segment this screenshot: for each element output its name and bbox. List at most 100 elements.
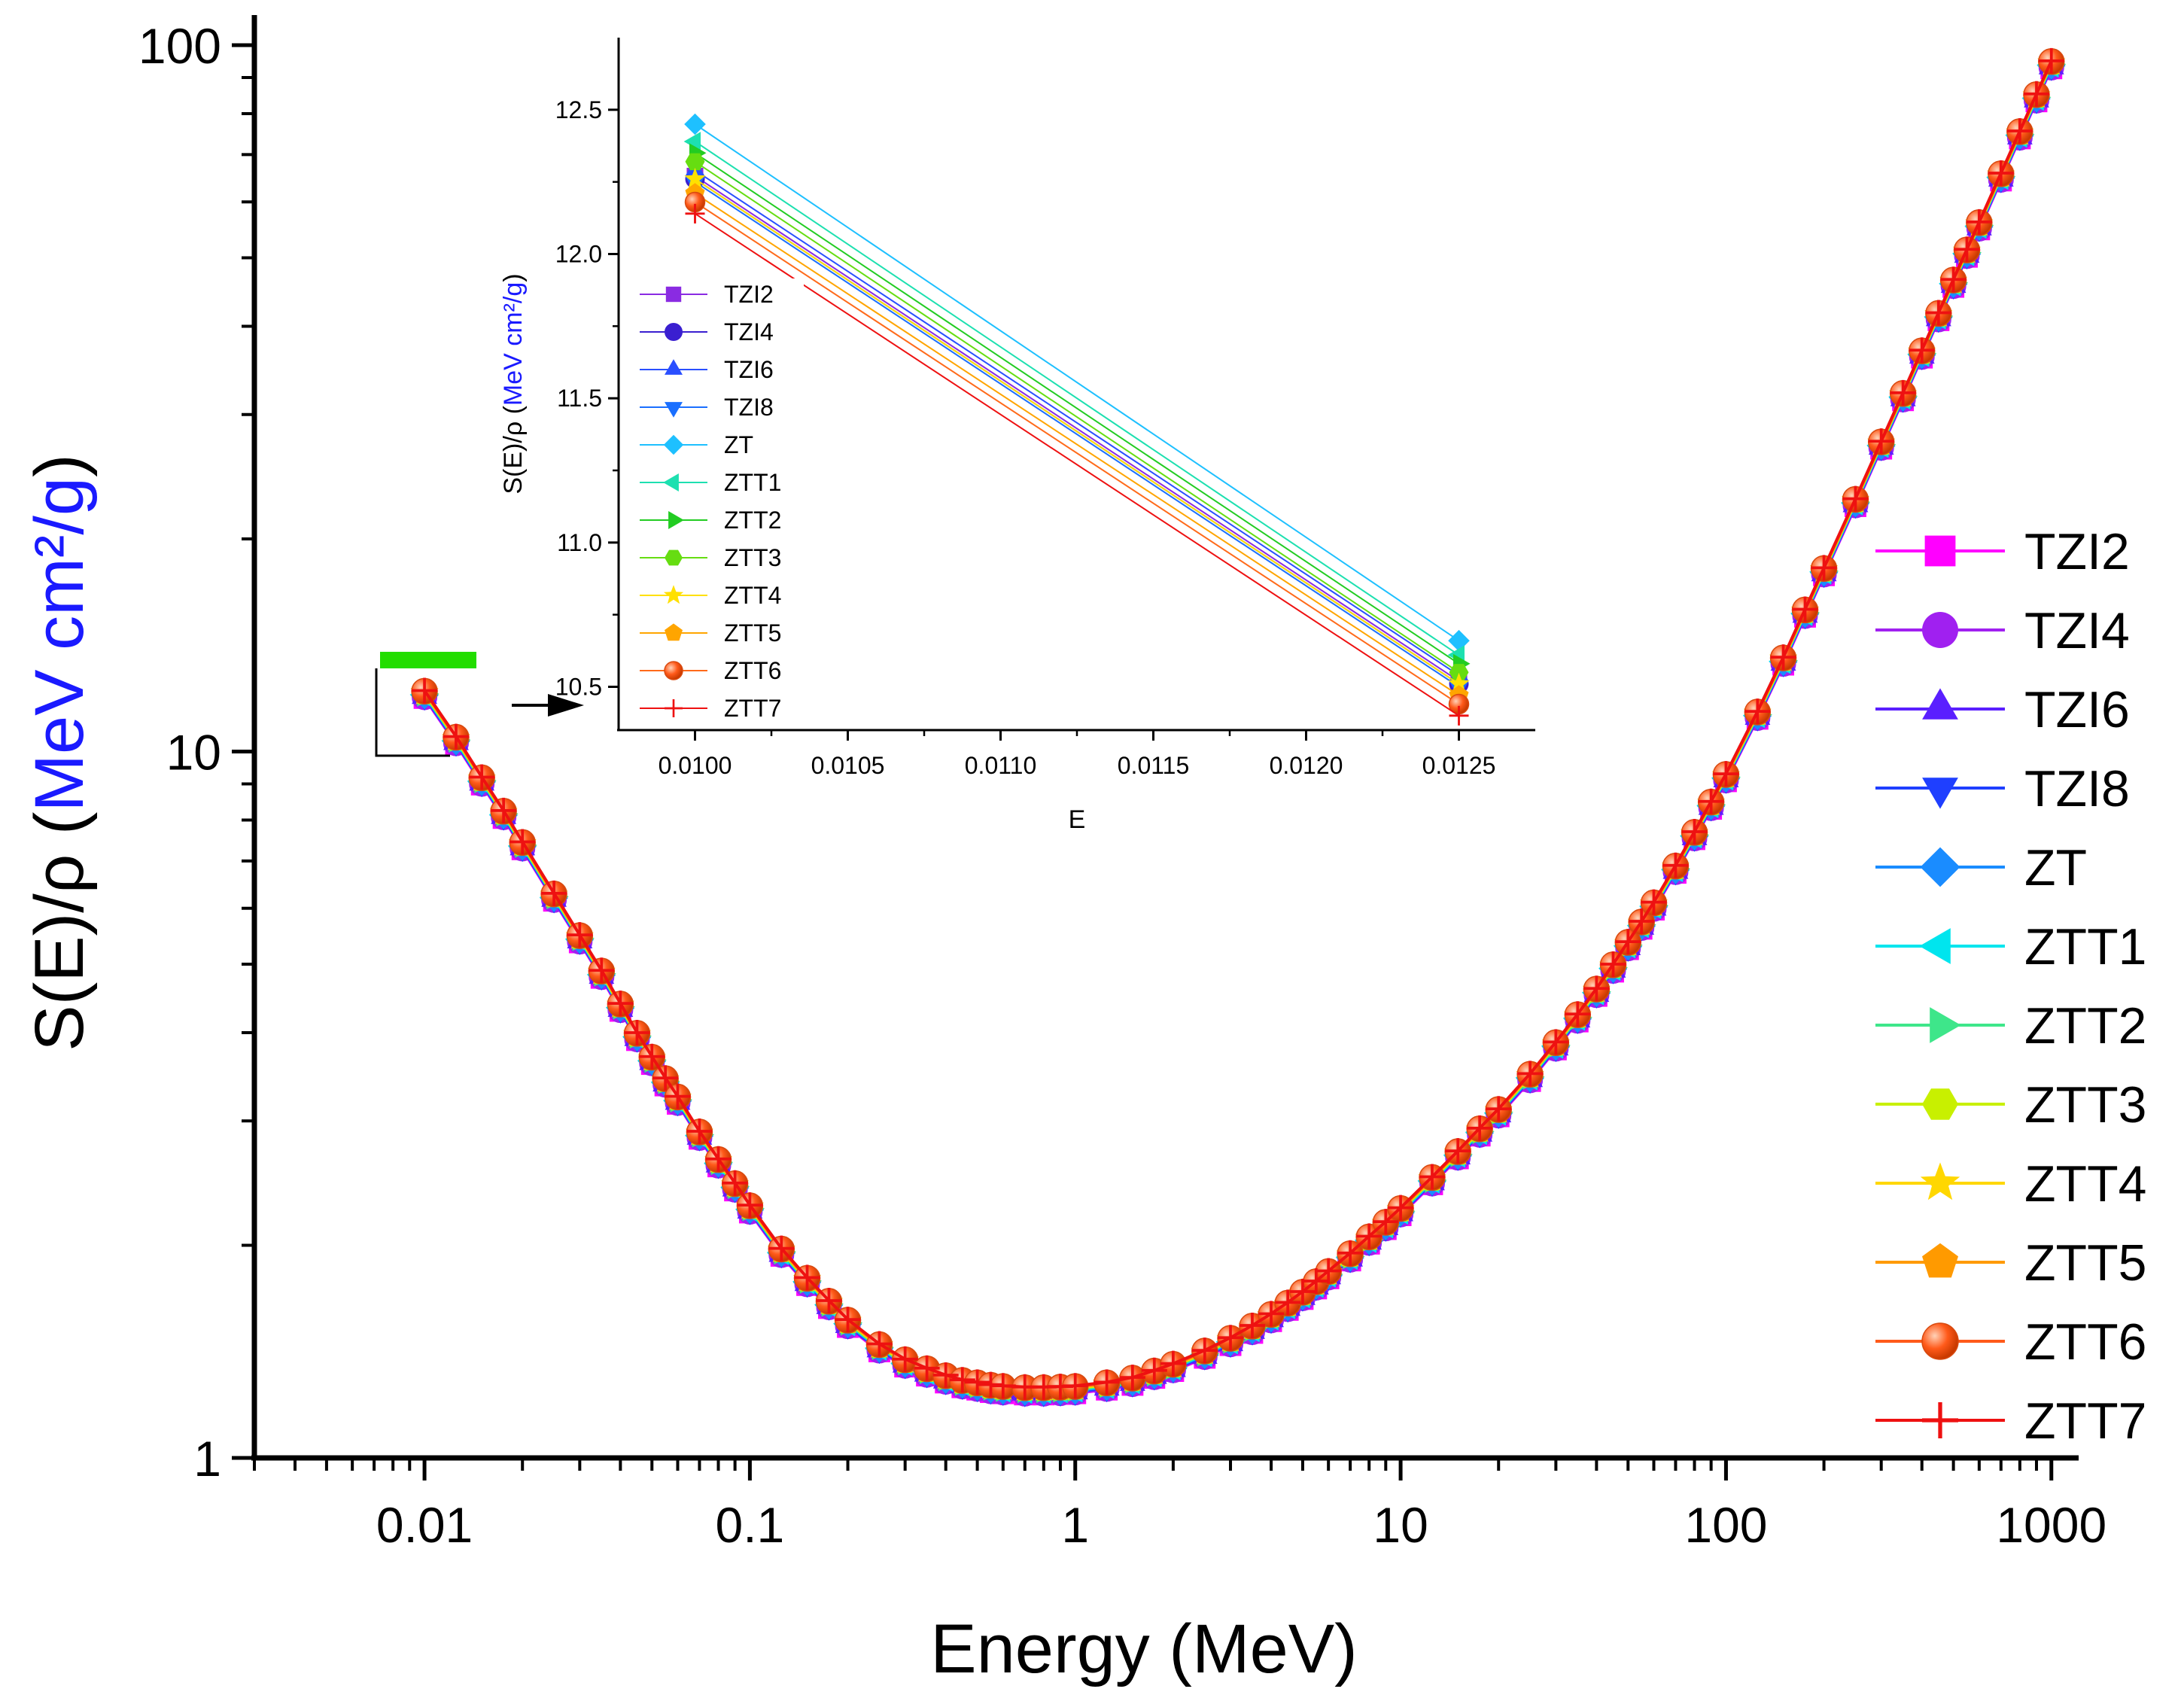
inset-legend-label: ZTT7 [724, 695, 781, 722]
inset-series-line [694, 169, 1460, 677]
x-tick-label: 100 [1684, 1497, 1767, 1553]
legend-marker [1920, 1162, 1960, 1201]
inset-legend-item-tzi4: TZI4 [640, 318, 774, 345]
data-point [639, 1043, 665, 1070]
inset-legend-marker [664, 661, 683, 680]
legend-item-tzi2: TZI2 [1875, 523, 2130, 580]
inset-series-line [694, 201, 1460, 705]
legend-label: ZTT1 [2024, 918, 2146, 975]
inset-legend-item-ztt2: ZTT2 [640, 507, 781, 534]
data-point [1565, 1001, 1591, 1027]
inset-legend-marker [663, 434, 684, 455]
inset-series-line [694, 212, 1460, 717]
legend-item-ztt1: ZTT1 [1875, 918, 2146, 975]
y-tick-label: 100 [138, 18, 221, 74]
inset-chart: TZI2 TZI4 TZI6 TZI8 ZT ZTT1 ZTT2 ZTT3 ZTT4 ZTT5 ZT… [499, 38, 1535, 834]
legend-label: TZI2 [2024, 523, 2130, 580]
data-point [607, 991, 634, 1017]
data-point [567, 922, 593, 948]
legend-item-tzi6: TZI6 [1875, 681, 2130, 738]
legend-label: TZI8 [2024, 760, 2130, 817]
data-point [1062, 1373, 1088, 1399]
data-point [1141, 1357, 1167, 1383]
data-point [1218, 1325, 1244, 1351]
main-ticks: 0.01 0.1 1 10 100 1000 1 10 100 [138, 18, 2106, 1553]
inset-y-tick-label: 11.0 [557, 529, 602, 556]
inset-series-line [694, 152, 1460, 665]
x-tick-label: 10 [1373, 1497, 1428, 1553]
inset-y-tick-label: 10.5 [555, 674, 602, 701]
data-point [949, 1367, 975, 1393]
data-point [1925, 300, 1951, 326]
legend-item-ztt3: ZTT3 [1875, 1076, 2146, 1134]
main-axes [251, 15, 2079, 1461]
x-tick-label: 0.01 [376, 1497, 473, 1553]
inset-x-tick-label: 0.0100 [659, 752, 732, 779]
data-point [722, 1170, 748, 1196]
data-point [1486, 1096, 1512, 1122]
data-point [1239, 1313, 1265, 1339]
inset-legend-marker [668, 511, 684, 529]
inset-legend-marker [665, 359, 683, 375]
data-point [624, 1019, 650, 1045]
inset-legend-marker [665, 402, 683, 418]
data-point [1303, 1267, 1329, 1294]
legend-label: ZTT2 [2024, 997, 2146, 1054]
data-point [1160, 1350, 1186, 1377]
legend-label: ZTT3 [2024, 1076, 2146, 1134]
data-point [835, 1307, 861, 1333]
data-point [1868, 428, 1894, 455]
inset-series-ztt4 [684, 167, 1470, 693]
inset-series-ztt3 [685, 153, 1469, 681]
data-point [737, 1192, 763, 1219]
data-point [1770, 644, 1796, 671]
legend-marker [1930, 1007, 1961, 1043]
data-point [768, 1235, 795, 1261]
legend-marker [1919, 928, 1951, 964]
inset-series-line [694, 161, 1460, 674]
data-point [1094, 1369, 1120, 1395]
data-point [665, 1083, 691, 1109]
data-point [1467, 1115, 1493, 1141]
data-point [1615, 929, 1641, 955]
legend-marker [1921, 1322, 1959, 1360]
inset-series-line [694, 178, 1460, 685]
inset-legend-label: ZTT4 [724, 582, 781, 609]
legend-label: ZTT4 [2024, 1155, 2146, 1213]
inset-legend-label: ZT [724, 431, 753, 458]
inset-y-tick-label: 11.5 [557, 385, 602, 412]
data-point [794, 1264, 820, 1291]
data-point [932, 1362, 959, 1388]
inset-y-axis-title: S(E)/ρ (MeV cm²/g) [499, 273, 528, 494]
data-point [1583, 975, 1610, 1002]
data-point [1662, 852, 1689, 878]
inset-legend-item-ztt6: ZTT6 [640, 657, 781, 684]
data-point [412, 677, 438, 704]
inset-data-point [685, 153, 705, 171]
data-point [892, 1346, 918, 1372]
legend-item-ztt4: ZTT4 [1875, 1155, 2146, 1213]
data-point [1191, 1337, 1218, 1364]
inset-legend-marker [663, 473, 679, 491]
data-point [1258, 1301, 1285, 1327]
data-point [1940, 266, 1967, 293]
legend-label: ZTT7 [2024, 1392, 2146, 1450]
inset-legend-marker [665, 323, 683, 341]
x-axis-title: Energy (MeV) [930, 1611, 1358, 1687]
data-point [705, 1146, 732, 1172]
data-point [1890, 379, 1916, 406]
data-point [589, 957, 615, 984]
data-point [1337, 1240, 1364, 1266]
inset-legend-label: TZI6 [724, 356, 774, 383]
inset-legend-item-zt: ZT [640, 431, 753, 458]
data-point [1517, 1061, 1544, 1087]
legend-item-zt: ZT [1875, 839, 2087, 896]
data-point [509, 829, 536, 855]
y-axis-title: S(E)/ρ (MeV cm²/g) [21, 454, 98, 1051]
inset-legend-label: ZTT3 [724, 544, 781, 571]
inset-legend-marker [665, 549, 683, 566]
inset-data-point [684, 167, 706, 188]
data-point [1954, 236, 1980, 263]
inset-data-point [684, 113, 706, 135]
legend-marker [1920, 847, 1960, 887]
